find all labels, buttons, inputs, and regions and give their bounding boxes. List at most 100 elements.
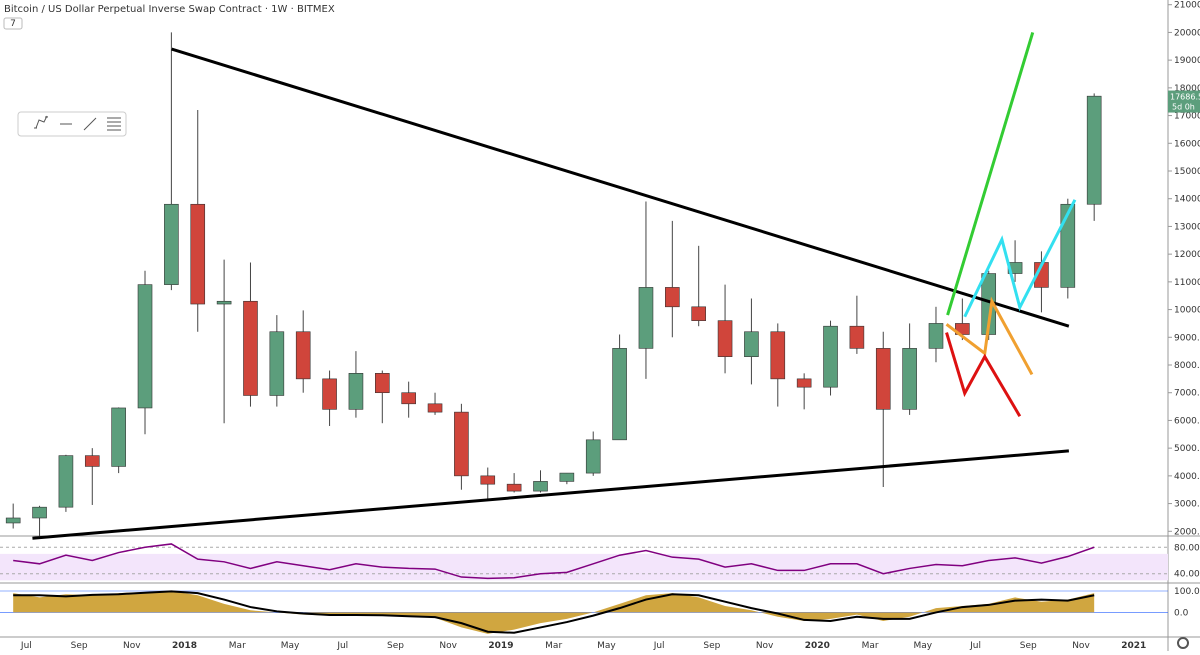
- osc-area: [13, 591, 1095, 634]
- osc-tick-label: 100.0: [1174, 587, 1200, 597]
- candle-body: [375, 373, 390, 394]
- candle-body: [216, 300, 232, 305]
- y-tick-label: 20000.0: [1174, 28, 1200, 38]
- candle-body: [111, 407, 126, 467]
- candle-body: [137, 284, 153, 409]
- y-tick-label: 17000.0: [1174, 112, 1200, 122]
- trend-drawing: [32, 449, 1069, 540]
- candle-body: [875, 348, 891, 410]
- candle-body: [84, 455, 100, 467]
- indicator-toggle[interactable]: [3, 17, 23, 30]
- x-tick-label: 2020: [805, 641, 830, 651]
- last-price-label: 17686.5: [1170, 93, 1200, 102]
- rsi-tick-label: 80.00: [1174, 543, 1200, 553]
- osc-signal: [13, 590, 1095, 634]
- x-tick-label: Nov: [756, 641, 774, 651]
- candle-body: [770, 331, 786, 380]
- countdown-label: 5d 0h: [1172, 103, 1195, 112]
- y-tick-label: 7000.0: [1174, 389, 1200, 399]
- x-tick-label: Jul: [969, 641, 981, 651]
- tool-icon[interactable]: [83, 117, 97, 131]
- candle-body: [717, 320, 733, 357]
- rsi-line: [13, 543, 1095, 580]
- candle-body: [823, 325, 838, 388]
- candle-body: [322, 378, 337, 410]
- x-tick-label: May: [281, 641, 300, 651]
- y-tick-label: 11000.0: [1174, 278, 1200, 288]
- y-tick-label: 10000.0: [1174, 306, 1200, 316]
- x-tick-label: May: [597, 641, 616, 651]
- drawing-toolbar: [17, 111, 127, 137]
- candle-body: [796, 378, 812, 388]
- candle-body: [32, 506, 47, 519]
- candle-body: [295, 331, 311, 380]
- y-tick-label: 12000.0: [1174, 250, 1200, 260]
- trend-drawing: [945, 332, 1022, 418]
- candle-body: [190, 203, 206, 305]
- x-tick-label: Mar: [545, 641, 562, 651]
- x-tick-label: 2021: [1121, 641, 1146, 651]
- candle-body: [1060, 203, 1076, 288]
- y-tick-label: 13000.0: [1174, 222, 1200, 232]
- tool-icon[interactable]: [34, 115, 48, 129]
- symbol-title: Bitcoin / US Dollar Perpetual Inverse Sw…: [4, 4, 335, 15]
- trend-drawing: [945, 296, 1034, 376]
- x-tick-label: Nov: [439, 641, 457, 651]
- settings-button[interactable]: [1177, 637, 1189, 649]
- candle-body: [612, 348, 627, 441]
- candle-body: [744, 331, 759, 357]
- candle-body: [243, 300, 258, 396]
- indicator-badge[interactable]: 7: [10, 19, 16, 29]
- y-tick-label: 16000.0: [1174, 139, 1200, 149]
- x-tick-label: Jul: [653, 641, 665, 651]
- candle-body: [164, 203, 179, 285]
- y-tick-label: 18000.0: [1174, 84, 1200, 94]
- x-tick-label: May: [913, 641, 932, 651]
- candle-body: [58, 455, 74, 508]
- y-tick-label: 4000.0: [1174, 472, 1200, 482]
- x-tick-label: Sep: [71, 641, 88, 651]
- candle-body: [585, 439, 601, 474]
- x-tick-label: Jul: [336, 641, 348, 651]
- x-tick-label: Nov: [123, 641, 141, 651]
- candle-body: [5, 517, 21, 524]
- candle-body: [849, 325, 865, 349]
- x-tick-label: 2018: [172, 641, 197, 651]
- x-tick-label: Nov: [1072, 641, 1090, 651]
- x-tick-label: Jul: [20, 641, 32, 651]
- x-tick-label: Mar: [862, 641, 879, 651]
- candle-body: [665, 287, 680, 308]
- candle-body: [480, 475, 496, 485]
- candle-body: [427, 403, 443, 413]
- y-tick-label: 6000.0: [1174, 416, 1200, 426]
- candle-body: [533, 481, 548, 492]
- trend-drawing: [963, 199, 1077, 318]
- candle-body: [506, 483, 522, 492]
- candle-body: [691, 306, 706, 321]
- y-tick-label: 19000.0: [1174, 56, 1200, 66]
- rsi-tick-label: 40.00: [1174, 570, 1200, 580]
- y-tick-label: 2000.0: [1174, 527, 1200, 537]
- y-tick-label: 21000.0: [1174, 1, 1200, 11]
- y-tick-label: 8000.0: [1174, 361, 1200, 371]
- tool-icon[interactable]: [107, 117, 121, 131]
- candle-body: [348, 373, 364, 410]
- y-tick-label: 15000.0: [1174, 167, 1200, 177]
- trend-drawing: [946, 31, 1035, 316]
- candle-body: [638, 287, 654, 349]
- candle-body: [559, 472, 575, 482]
- candle-body: [269, 331, 285, 396]
- x-tick-label: Sep: [1020, 641, 1037, 651]
- candle-body: [928, 323, 944, 349]
- x-tick-label: Sep: [387, 641, 404, 651]
- x-tick-label: 2019: [488, 641, 513, 651]
- x-tick-label: Sep: [703, 641, 720, 651]
- candle-body: [902, 348, 917, 410]
- y-tick-label: 5000.0: [1174, 444, 1200, 454]
- candle-body: [454, 411, 469, 477]
- y-tick-label: 9000.0: [1174, 333, 1200, 343]
